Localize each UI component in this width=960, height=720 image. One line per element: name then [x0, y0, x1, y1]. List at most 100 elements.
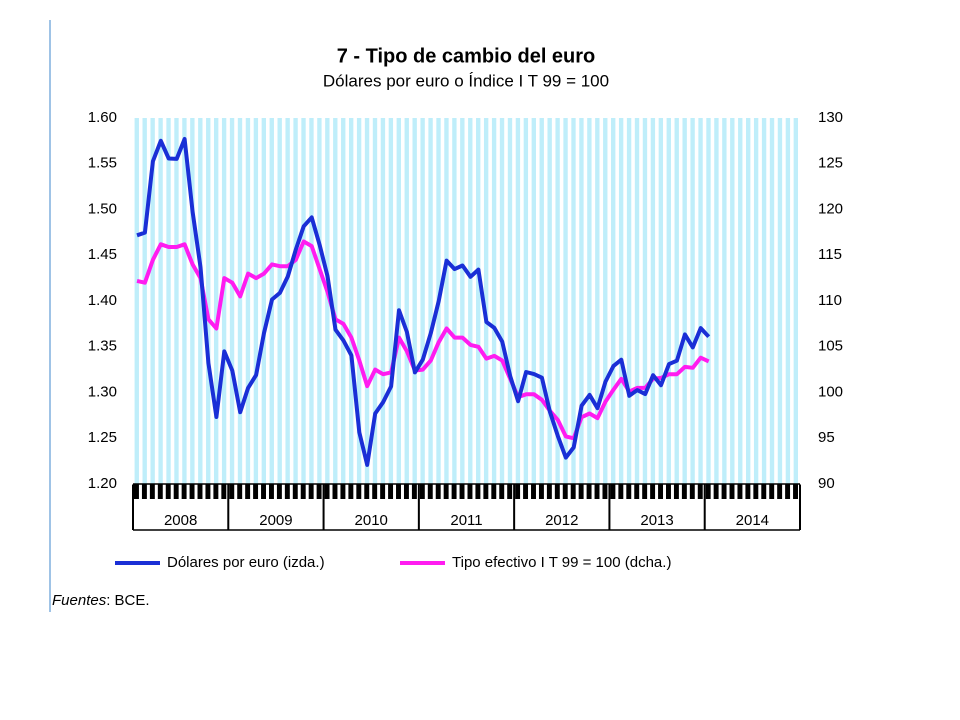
- month-tick: [785, 484, 791, 499]
- stripe: [777, 118, 783, 484]
- month-tick: [737, 484, 743, 499]
- stripe: [293, 118, 298, 484]
- y-tick-label: 1.55: [88, 155, 117, 172]
- month-tick: [713, 484, 719, 499]
- stripe: [277, 118, 282, 484]
- month-tick: [316, 484, 322, 499]
- stripe: [587, 118, 592, 484]
- stripe: [618, 118, 624, 484]
- month-tick: [650, 484, 656, 499]
- month-tick: [253, 484, 259, 499]
- stripe: [769, 118, 775, 484]
- stripe: [229, 118, 235, 484]
- series-line: [136, 239, 710, 441]
- stripe: [412, 118, 417, 484]
- month-tick: [149, 484, 155, 499]
- stripe: [634, 118, 640, 484]
- stripe: [761, 118, 767, 484]
- y2-tick-label: 100: [818, 383, 843, 400]
- stripe: [460, 118, 465, 484]
- month-tick: [324, 484, 330, 499]
- stripe: [491, 118, 497, 484]
- month-tick: [499, 484, 505, 499]
- month-tick: [261, 484, 266, 499]
- stripe: [213, 118, 219, 484]
- month-tick: [523, 484, 529, 499]
- month-tick: [173, 484, 179, 499]
- month-tick: [666, 484, 671, 499]
- legend-label: Tipo efectivo I T 99 = 100 (dcha.): [452, 554, 671, 571]
- month-tick: [213, 484, 219, 499]
- legend-label: Dólares por euro (izda.): [167, 554, 325, 571]
- month-tick: [165, 484, 171, 499]
- chart-title: 7 - Tipo de cambio del euro: [337, 45, 596, 67]
- stripe: [793, 118, 799, 484]
- stripe: [738, 118, 743, 484]
- month-tick: [769, 484, 775, 499]
- month-tick: [673, 484, 679, 499]
- month-tick: [538, 484, 544, 499]
- stripe: [356, 118, 362, 484]
- month-tick: [594, 484, 600, 499]
- month-tick: [681, 484, 687, 499]
- stripe: [499, 118, 505, 484]
- month-tick: [745, 484, 751, 499]
- month-tick: [427, 484, 433, 499]
- y2-tick-label: 130: [818, 109, 843, 126]
- month-tick: [451, 484, 457, 499]
- month-tick: [793, 484, 798, 499]
- month-tick: [348, 484, 354, 499]
- y2-tick-label: 120: [818, 200, 843, 217]
- month-tick: [157, 484, 163, 499]
- month-tick: [586, 484, 592, 499]
- stripe: [515, 118, 521, 484]
- month-tick: [141, 484, 147, 499]
- stripe: [468, 118, 473, 484]
- stripe: [579, 118, 584, 484]
- month-tick: [578, 484, 584, 499]
- month-tick: [380, 484, 386, 499]
- month-tick: [356, 484, 362, 499]
- stripe: [150, 118, 155, 484]
- stripe: [253, 118, 259, 484]
- month-tick: [705, 484, 711, 499]
- stripe: [348, 118, 354, 484]
- stripe: [746, 118, 751, 484]
- stripe: [380, 118, 386, 484]
- month-tick: [300, 484, 306, 499]
- stripe: [452, 118, 457, 484]
- month-tick: [388, 484, 394, 499]
- month-tick: [276, 484, 282, 499]
- x-tick-label: 2010: [355, 512, 388, 529]
- stripe: [642, 118, 648, 484]
- month-tick: [531, 484, 536, 499]
- month-tick: [237, 484, 243, 499]
- y-tick-label: 1.45: [88, 246, 117, 263]
- stripe: [674, 118, 679, 484]
- y-tick-label: 1.20: [88, 475, 117, 492]
- stripe: [563, 118, 568, 484]
- source-text: : BCE.: [106, 592, 149, 609]
- month-tick: [515, 484, 521, 499]
- y-tick-label: 1.25: [88, 429, 117, 446]
- y2-tick-label: 90: [818, 475, 835, 492]
- stripe: [690, 118, 695, 484]
- month-tick: [562, 484, 568, 499]
- stripe: [483, 118, 489, 484]
- stripe: [190, 118, 195, 484]
- stripe: [317, 118, 322, 484]
- y-tick-label: 1.60: [88, 109, 117, 126]
- stripe: [341, 118, 346, 484]
- stripe: [706, 118, 711, 484]
- month-tick: [658, 484, 664, 499]
- stripe: [531, 118, 536, 484]
- stripe: [396, 118, 401, 484]
- source: Fuentes: BCE.: [52, 592, 150, 609]
- y2-tick-label: 110: [818, 292, 842, 309]
- month-tick: [332, 484, 338, 499]
- stripe: [237, 118, 243, 484]
- y2-tick-label: 125: [818, 155, 843, 172]
- stripe: [206, 118, 211, 484]
- stripe: [372, 118, 378, 484]
- stripe: [507, 118, 513, 484]
